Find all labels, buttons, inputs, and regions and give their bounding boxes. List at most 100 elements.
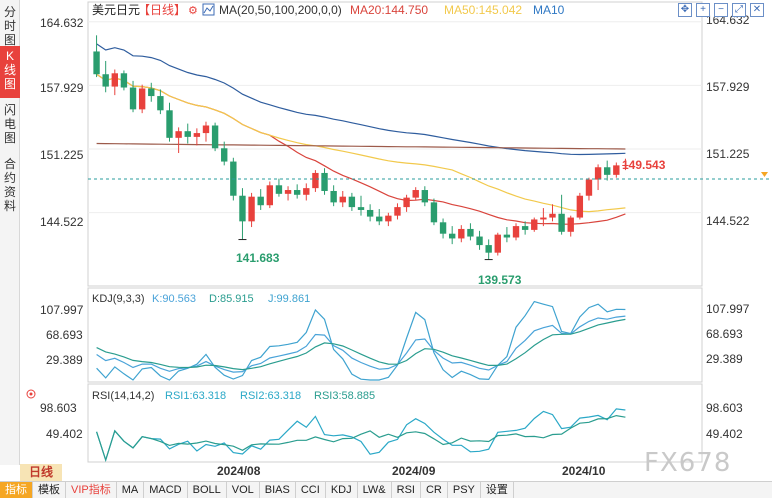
candle-body xyxy=(138,88,146,110)
ma200-line xyxy=(96,142,626,150)
close-icon[interactable]: ✕ xyxy=(750,3,764,17)
candle-body xyxy=(303,188,310,195)
bottom-tab-vol[interactable]: VOL xyxy=(227,482,260,498)
candle-body xyxy=(403,197,410,208)
candle-body xyxy=(494,234,501,253)
candle-body xyxy=(512,226,520,238)
kdj-tick-right: 68.693 xyxy=(706,327,743,341)
candle-body xyxy=(458,228,465,239)
bottom-tab-[interactable]: 指标 xyxy=(0,482,33,498)
candle-body xyxy=(540,217,547,220)
bottom-tab-[interactable]: 设置 xyxy=(481,482,514,498)
candle-body xyxy=(549,213,556,218)
candle-body xyxy=(175,131,182,138)
move-icon[interactable]: ✥ xyxy=(678,3,692,17)
rsi-title: RSI(14,14,2) xyxy=(92,390,154,402)
price-panel-frame xyxy=(87,1,703,287)
candle-body xyxy=(157,96,164,111)
grid-lines xyxy=(88,21,702,214)
bottom-tab-lw[interactable]: LW& xyxy=(358,482,392,498)
zoom-in-icon[interactable]: + xyxy=(696,3,710,17)
right-price-tick: 157.929 xyxy=(706,80,750,94)
bottom-tab-ma[interactable]: MA xyxy=(117,482,145,498)
ma10-legend: MA10 xyxy=(533,3,565,17)
period-badge[interactable]: 日线 xyxy=(20,464,62,481)
candle-body xyxy=(129,87,137,110)
bottom-tab-bias[interactable]: BIAS xyxy=(260,482,296,498)
candle-body xyxy=(330,190,337,203)
period-tag: 【日线】 xyxy=(138,3,186,17)
rsi-settings-icon-dot xyxy=(29,392,33,396)
rsi-tick-right: 98.603 xyxy=(706,401,743,415)
candle-body xyxy=(102,74,109,87)
candle-body xyxy=(275,185,283,194)
candle-body xyxy=(439,222,447,234)
candle-body xyxy=(448,233,456,239)
rsi2-value: RSI2:63.318 xyxy=(240,390,301,402)
bottom-tab-psy[interactable]: PSY xyxy=(448,482,481,498)
bottom-tab-[interactable]: 模板 xyxy=(33,482,66,498)
candle-body xyxy=(430,202,438,223)
kdj-tick: 29.389 xyxy=(46,353,83,367)
tab-contract-info[interactable]: 合约资料 xyxy=(3,157,16,213)
candle-body xyxy=(284,190,292,194)
rsi1-value: RSI1:63.318 xyxy=(165,390,226,402)
candle-body xyxy=(476,236,483,246)
candle-body xyxy=(239,195,246,222)
bottom-tab-rsi[interactable]: RSI xyxy=(392,482,421,498)
x-axis-label: 2024/09 xyxy=(392,464,436,478)
candle-body xyxy=(594,167,602,180)
rsi1-line xyxy=(96,408,626,462)
bottom-tab-vip[interactable]: VIP指标 xyxy=(66,482,117,498)
kdj-d-value: D:85.915 xyxy=(209,293,254,305)
candle-body xyxy=(604,167,611,175)
kdj-j-value: J:99.861 xyxy=(268,293,310,305)
ma50-legend: MA50:145.042 xyxy=(444,3,522,17)
rsi-tick: 49.402 xyxy=(46,427,83,441)
candle-body xyxy=(421,190,429,203)
left-price-tick: 164.632 xyxy=(40,16,84,30)
candle-body xyxy=(339,196,346,203)
candle-body xyxy=(376,216,383,222)
candle-body xyxy=(576,195,584,218)
candlestick-chart[interactable]: 美元日元 【日线】 ⚙ MA(20,50,100,200,0,0) MA20:1… xyxy=(0,0,772,482)
x-axis-label: 2024/10 xyxy=(562,464,606,478)
expand-icon[interactable]: ⤢ xyxy=(732,3,746,17)
candle-body xyxy=(531,219,538,230)
bottom-tab-kdj[interactable]: KDJ xyxy=(326,482,358,498)
candle-body xyxy=(148,88,155,97)
candle-body xyxy=(348,196,356,208)
candle-body xyxy=(211,125,219,149)
left-price-tick: 157.929 xyxy=(40,81,84,95)
candle-body xyxy=(366,209,374,217)
tab-timeshare[interactable]: 分时图 xyxy=(3,5,16,47)
zoom-out-icon[interactable]: − xyxy=(714,3,728,17)
left-price-tick: 151.225 xyxy=(40,148,84,162)
tab-flash-chart[interactable]: 闪电图 xyxy=(3,103,16,145)
bottom-tab-macd[interactable]: MACD xyxy=(144,482,188,498)
chart-type-icon-glyph xyxy=(203,5,214,14)
watermark: FX678 xyxy=(644,448,732,478)
candle-body xyxy=(558,213,565,232)
rsi-settings-icon[interactable] xyxy=(26,389,36,399)
kdj-tick-right: 107.997 xyxy=(706,302,750,316)
current-price-arrow-icon xyxy=(761,172,768,177)
bottom-tab-boll[interactable]: BOLL xyxy=(188,482,227,498)
low-annotation: 139.573 xyxy=(478,273,522,287)
gear-icon[interactable]: ⚙ xyxy=(188,5,198,17)
candle-body xyxy=(221,148,228,162)
candle-body xyxy=(385,215,392,222)
bottom-tab-cci[interactable]: CCI xyxy=(296,482,326,498)
x-axis-label: 2024/08 xyxy=(217,464,261,478)
candle-body xyxy=(567,217,574,232)
bottom-tab-cr[interactable]: CR xyxy=(421,482,448,498)
right-price-tick: 151.225 xyxy=(706,147,750,161)
current-price-annotation: 149.543 xyxy=(622,158,666,172)
candle-body xyxy=(111,73,118,87)
symbol-label: 美元日元 xyxy=(92,3,140,17)
rsi-tick: 98.603 xyxy=(40,401,77,415)
x-axis: 2024/08 2024/09 2024/10 xyxy=(217,464,606,478)
ma20-legend: MA20:144.750 xyxy=(350,3,428,17)
